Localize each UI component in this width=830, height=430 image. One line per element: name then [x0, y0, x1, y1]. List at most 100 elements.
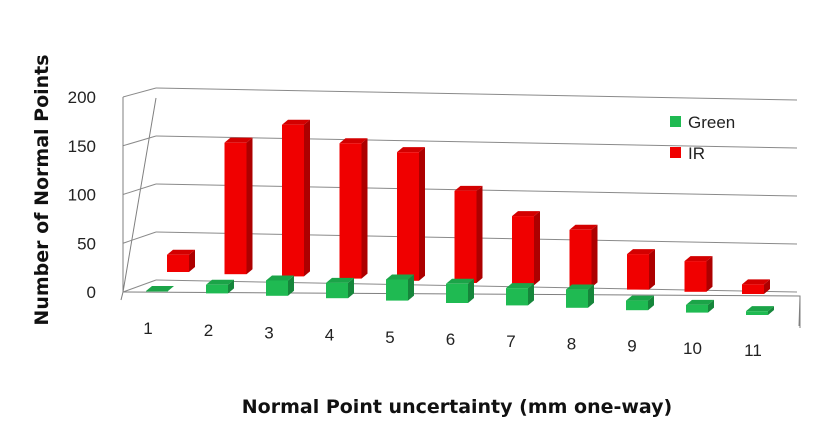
bar-side — [189, 249, 195, 272]
bar-top — [339, 138, 368, 144]
gridline-side — [122, 87, 157, 98]
bar-front — [512, 216, 534, 286]
bar-front — [266, 280, 288, 296]
bar-side — [588, 284, 594, 308]
bar-front — [386, 279, 408, 301]
bar-front — [742, 284, 764, 294]
bar-front — [626, 300, 648, 311]
bar-top — [512, 211, 540, 217]
bar-side — [706, 256, 713, 292]
bar-green-6 — [446, 278, 474, 303]
bars — [146, 119, 774, 315]
legend-label: IR — [688, 144, 705, 163]
bar-front — [746, 311, 768, 315]
bar-ir-5 — [397, 147, 425, 281]
bar-front — [686, 304, 708, 313]
bar-green-9 — [626, 295, 654, 311]
bar-side — [361, 138, 368, 279]
bar-top — [569, 224, 598, 230]
bar-top — [742, 279, 770, 285]
y-tick-label: 50 — [77, 234, 96, 253]
bar-green-3 — [266, 275, 294, 296]
bar-top — [282, 119, 310, 125]
bar-side — [419, 147, 425, 281]
bar-top — [454, 185, 483, 191]
bar-green-11 — [746, 306, 774, 315]
gridline-side — [122, 135, 157, 147]
bar-green-5 — [386, 274, 414, 301]
bar-ir-4 — [339, 138, 368, 279]
bar-ir-1 — [167, 249, 195, 272]
bar-side — [468, 278, 474, 303]
y-tick-label: 150 — [68, 137, 96, 156]
bar-top — [627, 249, 655, 255]
x-tick-label: 6 — [446, 330, 455, 349]
bar-side — [648, 295, 654, 311]
bar-top — [626, 295, 654, 301]
bar-green-8 — [566, 284, 594, 308]
bar-side — [476, 185, 483, 283]
y-axis-title: Number of Normal Points — [31, 54, 53, 325]
bar-side — [708, 299, 714, 313]
bar-side — [304, 119, 310, 277]
bar-top — [446, 278, 474, 284]
x-tick-label: 10 — [683, 339, 702, 358]
bar-side — [528, 283, 534, 306]
x-tick-label: 5 — [385, 328, 394, 347]
x-axis-title: Normal Point uncertainty (mm one-way) — [242, 396, 673, 418]
legend-swatch — [670, 147, 681, 158]
bar-side — [348, 277, 354, 299]
bar-ir-11 — [742, 279, 770, 294]
bar-side — [534, 211, 540, 286]
y-axis-ticks: 0 50 100 150 200 — [68, 88, 96, 302]
bar-front — [282, 124, 304, 277]
bar-front — [224, 142, 247, 275]
bar-top — [397, 147, 425, 153]
gridline — [155, 135, 798, 149]
x-tick-label: 4 — [325, 326, 334, 345]
bar-front — [167, 254, 189, 272]
gridline-side — [122, 279, 157, 293]
bar-front — [146, 291, 168, 292]
x-tick-label: 2 — [204, 321, 213, 340]
bar-top — [386, 274, 414, 280]
bar-green-10 — [686, 299, 714, 313]
bar-front — [506, 288, 528, 306]
legend: Green IR — [670, 113, 735, 163]
bar-side — [768, 306, 774, 315]
bar-side — [649, 249, 655, 290]
gridlines — [122, 87, 798, 293]
x-axis-ticks: 1 2 3 4 5 6 7 8 9 10 11 — [143, 319, 762, 360]
bar-green-4 — [326, 277, 354, 299]
bar-top — [266, 275, 294, 281]
y-tick-label: 100 — [68, 186, 96, 205]
bar-side — [764, 279, 770, 294]
bar-side — [591, 224, 598, 288]
bar-side — [408, 274, 414, 301]
x-tick-label: 3 — [264, 323, 273, 342]
bar-front — [684, 261, 707, 292]
x-tick-label: 8 — [567, 334, 576, 353]
bar-front — [206, 284, 228, 294]
bar-top — [506, 283, 534, 289]
x-tick-label: 11 — [744, 341, 762, 360]
gridline-side — [122, 231, 157, 244]
bar-front — [397, 152, 419, 281]
side-wall-edge — [122, 97, 157, 293]
bar-top — [326, 277, 354, 283]
gridline — [155, 87, 798, 101]
bar-side — [246, 137, 253, 275]
bar-green-2 — [206, 279, 234, 294]
bar-side — [228, 279, 234, 294]
bar-ir-6 — [454, 185, 483, 283]
bar-front — [326, 282, 348, 299]
bar-ir-3 — [282, 119, 310, 277]
bar-ir-2 — [224, 137, 253, 275]
bar-side — [288, 275, 294, 296]
legend-label: Green — [688, 113, 735, 132]
bar-green-1 — [146, 286, 174, 292]
gridline-side — [122, 183, 157, 195]
bar-front — [446, 283, 468, 303]
y-tick-label: 200 — [68, 88, 96, 107]
